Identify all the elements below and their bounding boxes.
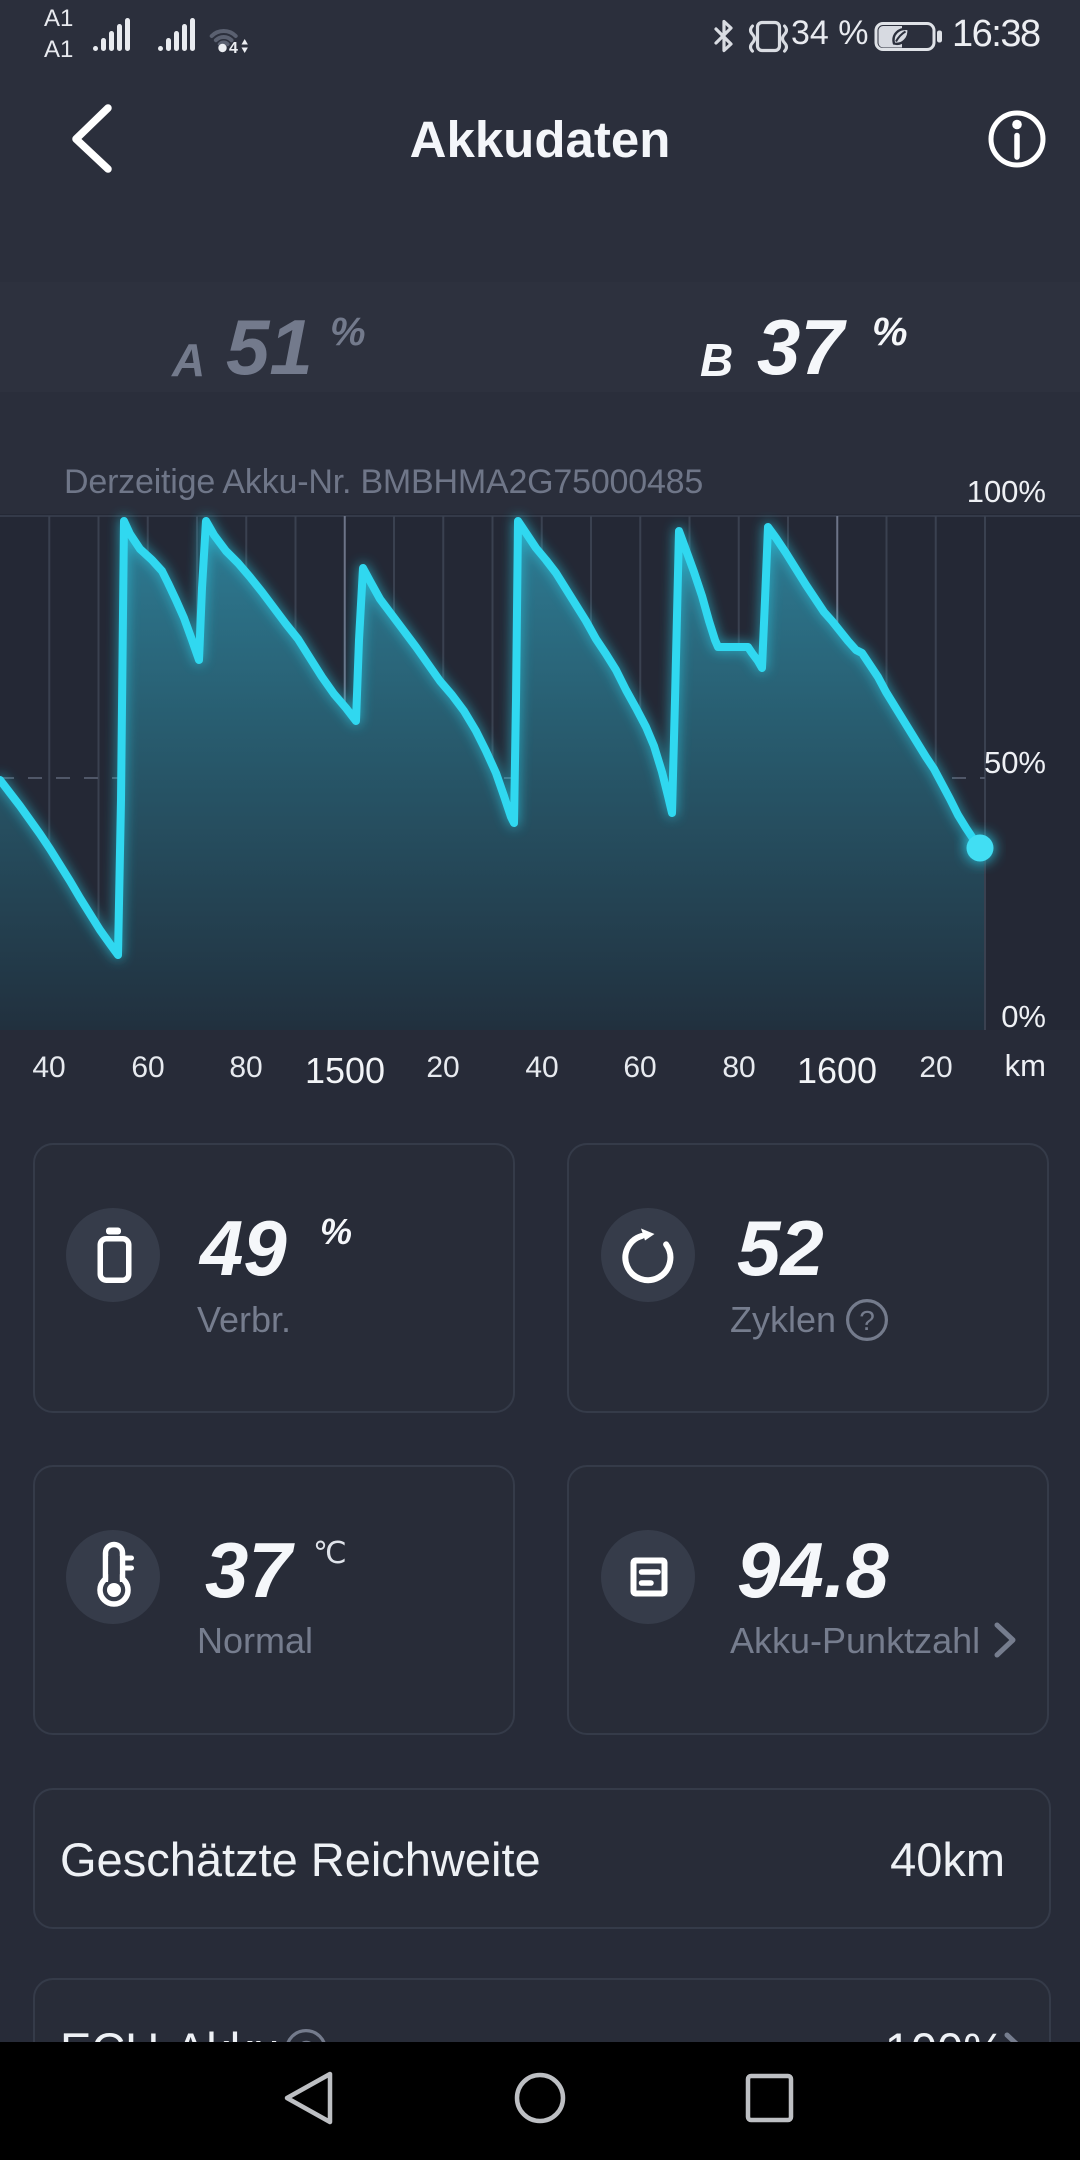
svg-text:?: ? — [859, 1305, 875, 1336]
svg-text:4: 4 — [229, 40, 238, 55]
